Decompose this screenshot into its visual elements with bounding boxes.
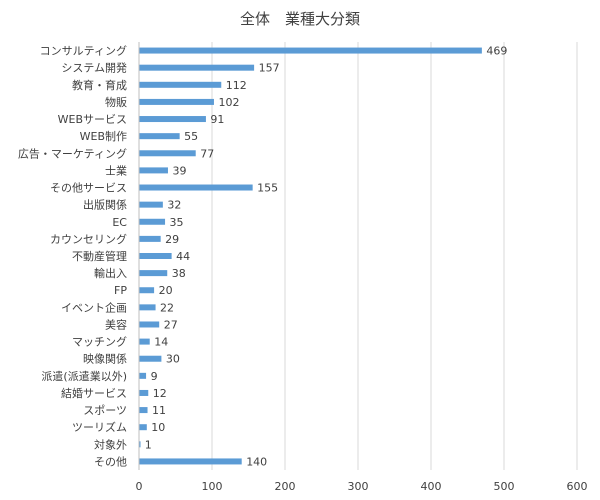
data-label: 32 — [167, 199, 181, 212]
category-label: マッチング — [72, 335, 127, 349]
data-label: 112 — [226, 79, 247, 92]
bar — [139, 150, 196, 157]
bar — [139, 287, 155, 294]
bar — [139, 407, 148, 414]
bar — [139, 321, 160, 328]
x-tick-label: 100 — [202, 480, 223, 493]
data-label: 30 — [166, 353, 180, 366]
category-label: システム開発 — [61, 61, 127, 75]
category-label: EC — [112, 216, 127, 229]
data-label: 155 — [257, 182, 278, 195]
data-label: 102 — [218, 96, 239, 109]
bar — [139, 184, 253, 191]
data-label: 91 — [210, 113, 224, 126]
data-label: 1 — [145, 438, 152, 451]
category-label: FP — [114, 284, 127, 297]
bar — [139, 116, 206, 123]
data-label: 140 — [246, 455, 267, 468]
bar — [139, 458, 242, 465]
bar — [139, 389, 149, 396]
category-label: コンサルティング — [40, 44, 127, 58]
data-label: 12 — [153, 387, 167, 400]
x-tick-label: 0 — [136, 480, 143, 493]
data-label: 9 — [151, 370, 158, 383]
data-label: 22 — [160, 301, 174, 314]
bar — [139, 64, 255, 71]
data-label: 10 — [151, 421, 165, 434]
x-tick-label: 200 — [275, 480, 296, 493]
data-label: 44 — [176, 250, 190, 263]
category-label: ツーリズム — [72, 420, 127, 434]
category-label: 美容 — [105, 317, 127, 331]
category-label: 結婚サービス — [61, 386, 127, 400]
x-tick-label: 300 — [348, 480, 369, 493]
category-label: 派遣(派遣業以外) — [41, 369, 127, 383]
bar — [139, 47, 482, 54]
bar — [139, 201, 163, 208]
bar — [139, 424, 147, 431]
bar — [139, 218, 166, 225]
category-label: スポーツ — [83, 404, 127, 417]
bar — [139, 372, 147, 379]
data-label: 469 — [486, 45, 507, 58]
category-label: WEB制作 — [80, 130, 127, 143]
data-label: 157 — [259, 62, 280, 75]
data-label: 35 — [170, 216, 184, 229]
data-label: 55 — [184, 130, 198, 143]
category-label: 士業 — [105, 164, 127, 177]
category-label: 物販 — [105, 95, 127, 109]
data-label: 14 — [154, 336, 168, 349]
bar — [139, 81, 222, 88]
data-label: 11 — [152, 404, 166, 417]
category-label: 不動産管理 — [72, 249, 127, 263]
category-label: 出版関係 — [83, 198, 127, 212]
category-label: 映像関係 — [83, 353, 127, 366]
chart-title: 全体 業種大分類 — [240, 10, 360, 28]
category-label: 教育・育成 — [72, 78, 127, 92]
category-label: イベント企画 — [61, 300, 127, 314]
category-label: カウンセリング — [50, 232, 127, 246]
bar — [139, 441, 141, 448]
category-label: 広告・マーケティング — [18, 146, 127, 160]
bar — [139, 253, 172, 259]
category-label: その他 — [94, 455, 127, 468]
x-tick-label: 500 — [494, 480, 515, 493]
category-label: 対象外 — [94, 437, 127, 451]
data-label: 77 — [200, 147, 214, 160]
bar — [139, 235, 161, 242]
x-tick-label: 400 — [421, 480, 442, 493]
data-label: 20 — [159, 284, 173, 297]
bar — [139, 355, 162, 362]
data-label: 27 — [164, 318, 178, 331]
data-label: 38 — [172, 267, 186, 280]
bar — [139, 167, 168, 174]
bar — [139, 133, 180, 140]
category-label: WEBサービス — [58, 113, 127, 126]
bar — [139, 338, 150, 345]
category-label: 輸出入 — [94, 266, 127, 280]
category-label: その他サービス — [50, 182, 127, 195]
data-label: 29 — [165, 233, 179, 246]
data-label: 39 — [172, 164, 186, 177]
bar — [139, 304, 156, 311]
x-tick-label: 600 — [567, 480, 588, 493]
bar — [139, 98, 214, 105]
bar — [139, 270, 168, 277]
